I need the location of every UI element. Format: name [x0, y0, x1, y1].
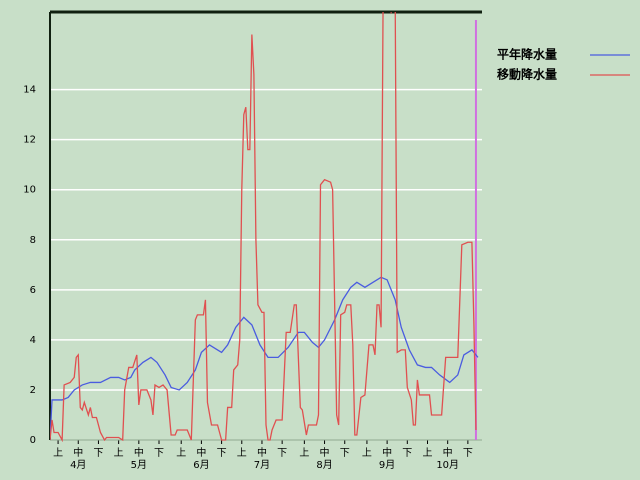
y-tick-label: 8 — [30, 235, 36, 246]
y-tick-label: 0 — [30, 435, 36, 446]
x-tick-label: 上 — [176, 447, 186, 459]
x-tick-label: 中 — [443, 446, 453, 459]
x-tick-label: 下 — [402, 448, 412, 459]
x-tick-label: 下 — [463, 448, 473, 459]
y-tick-label: 4 — [30, 335, 36, 346]
x-tick-label: 上 — [114, 447, 124, 459]
x-tick-label: 上 — [53, 447, 63, 459]
x-tick-label: 中 — [257, 446, 267, 459]
month-label: 8月 — [316, 459, 332, 471]
y-tick-label: 6 — [30, 285, 36, 296]
x-tick-label: 上 — [299, 447, 309, 459]
month-label: 10月 — [436, 459, 459, 471]
x-tick-label: 上 — [237, 447, 247, 459]
month-label: 4月 — [70, 459, 86, 471]
series-line — [50, 12, 477, 442]
month-label: 6月 — [193, 459, 209, 471]
month-label: 5月 — [131, 459, 147, 471]
x-tick-label: 下 — [93, 448, 103, 459]
x-tick-label: 下 — [277, 448, 287, 459]
plot-lines — [50, 12, 479, 442]
legend-label: 移動降水量 — [497, 67, 557, 82]
series-line — [50, 276, 479, 441]
x-tick-label: 中 — [134, 446, 144, 459]
y-tick-label: 2 — [30, 385, 36, 396]
y-tick-label: 10 — [23, 185, 36, 196]
legend-label: 平年降水量 — [497, 47, 557, 62]
x-tick-label: 中 — [196, 446, 206, 459]
x-tick-label: 下 — [340, 448, 350, 459]
month-label: 9月 — [379, 459, 395, 471]
y-tick-label: 14 — [23, 85, 36, 96]
x-tick-label: 中 — [320, 446, 330, 459]
y-tick-label: 12 — [23, 135, 36, 146]
x-tick-label: 中 — [73, 446, 83, 459]
month-label: 7月 — [254, 459, 270, 471]
x-tick-label: 下 — [217, 448, 227, 459]
x-tick-label: 下 — [154, 448, 164, 459]
x-tick-label: 上 — [422, 447, 432, 459]
x-tick-label: 中 — [382, 446, 392, 459]
x-tick-label: 上 — [362, 447, 372, 459]
